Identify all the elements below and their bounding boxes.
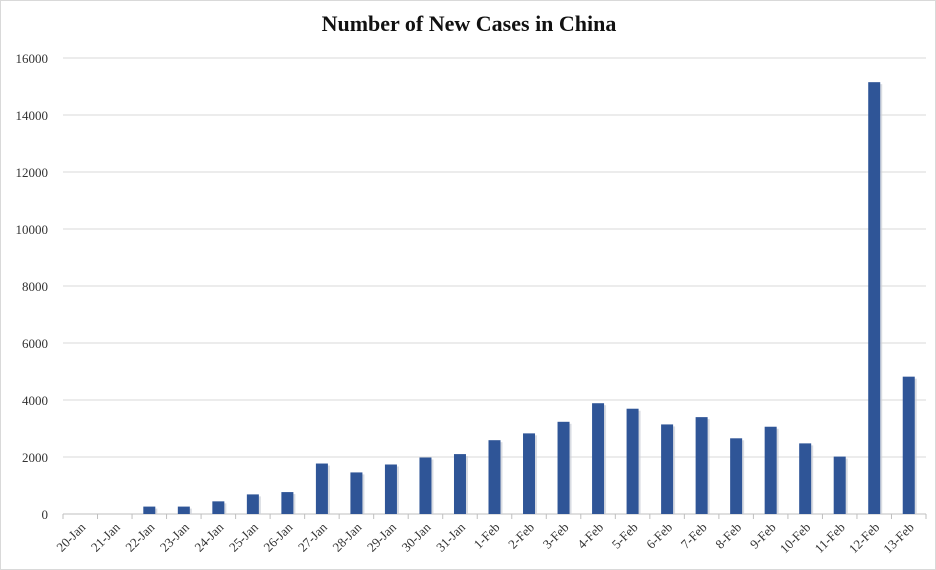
bar [453,454,466,514]
x-tick-label: 5-Feb [609,520,641,552]
x-tick-label: 26-Jan [260,519,295,554]
bar [177,506,190,514]
y-tick-label: 10000 [16,222,49,237]
bar [902,376,915,514]
x-tick-label: 29-Jan [364,519,399,554]
x-tick-label: 23-Jan [157,519,192,554]
bar [626,408,639,514]
bar [557,421,570,514]
bar [488,440,501,514]
y-tick-label: 14000 [16,108,49,123]
bar [281,492,294,514]
x-tick-label: 12-Feb [846,520,883,557]
x-tick-label: 11-Feb [812,520,848,556]
bar [523,433,536,514]
y-tick-label: 2000 [22,450,48,465]
x-tick-label: 27-Jan [295,519,330,554]
x-tick-label: 6-Feb [643,520,675,552]
x-tick-label: 22-Jan [122,519,157,554]
bar [212,501,225,514]
x-tick-label: 25-Jan [226,519,261,554]
x-tick-label: 10-Feb [777,520,814,557]
x-tick-label: 8-Feb [712,520,744,552]
y-tick-label: 16000 [16,51,49,66]
y-tick-label: 12000 [16,165,49,180]
x-tick-label: 2-Feb [505,520,537,552]
bar [868,82,881,514]
x-tick-label: 7-Feb [678,520,710,552]
x-tick-label: 30-Jan [398,519,433,554]
bar [384,464,397,514]
bar [246,494,259,514]
bar [730,438,743,514]
x-tick-label: 3-Feb [540,520,572,552]
bar [315,463,328,514]
y-tick-label: 4000 [22,393,48,408]
bar [764,426,777,514]
x-tick-label: 31-Jan [433,519,468,554]
bar [695,417,708,514]
bar [799,443,812,514]
bar [350,472,363,514]
x-tick-label: 20-Jan [53,519,88,554]
x-tick-label: 21-Jan [88,519,123,554]
bar [143,506,156,514]
bar [833,456,846,514]
y-tick-label: 8000 [22,279,48,294]
x-tick-label: 4-Feb [574,520,606,552]
x-tick-label: 9-Feb [747,520,779,552]
y-tick-label: 0 [42,507,49,522]
y-tick-label: 6000 [22,336,48,351]
x-tick-label: 24-Jan [191,519,226,554]
bar [592,403,605,514]
bar [661,424,674,514]
x-tick-label: 28-Jan [329,519,364,554]
x-tick-label: 13-Feb [880,520,917,557]
bar [419,457,432,514]
chart-title: Number of New Cases in China [321,11,617,36]
x-tick-label: 1-Feb [471,520,503,552]
